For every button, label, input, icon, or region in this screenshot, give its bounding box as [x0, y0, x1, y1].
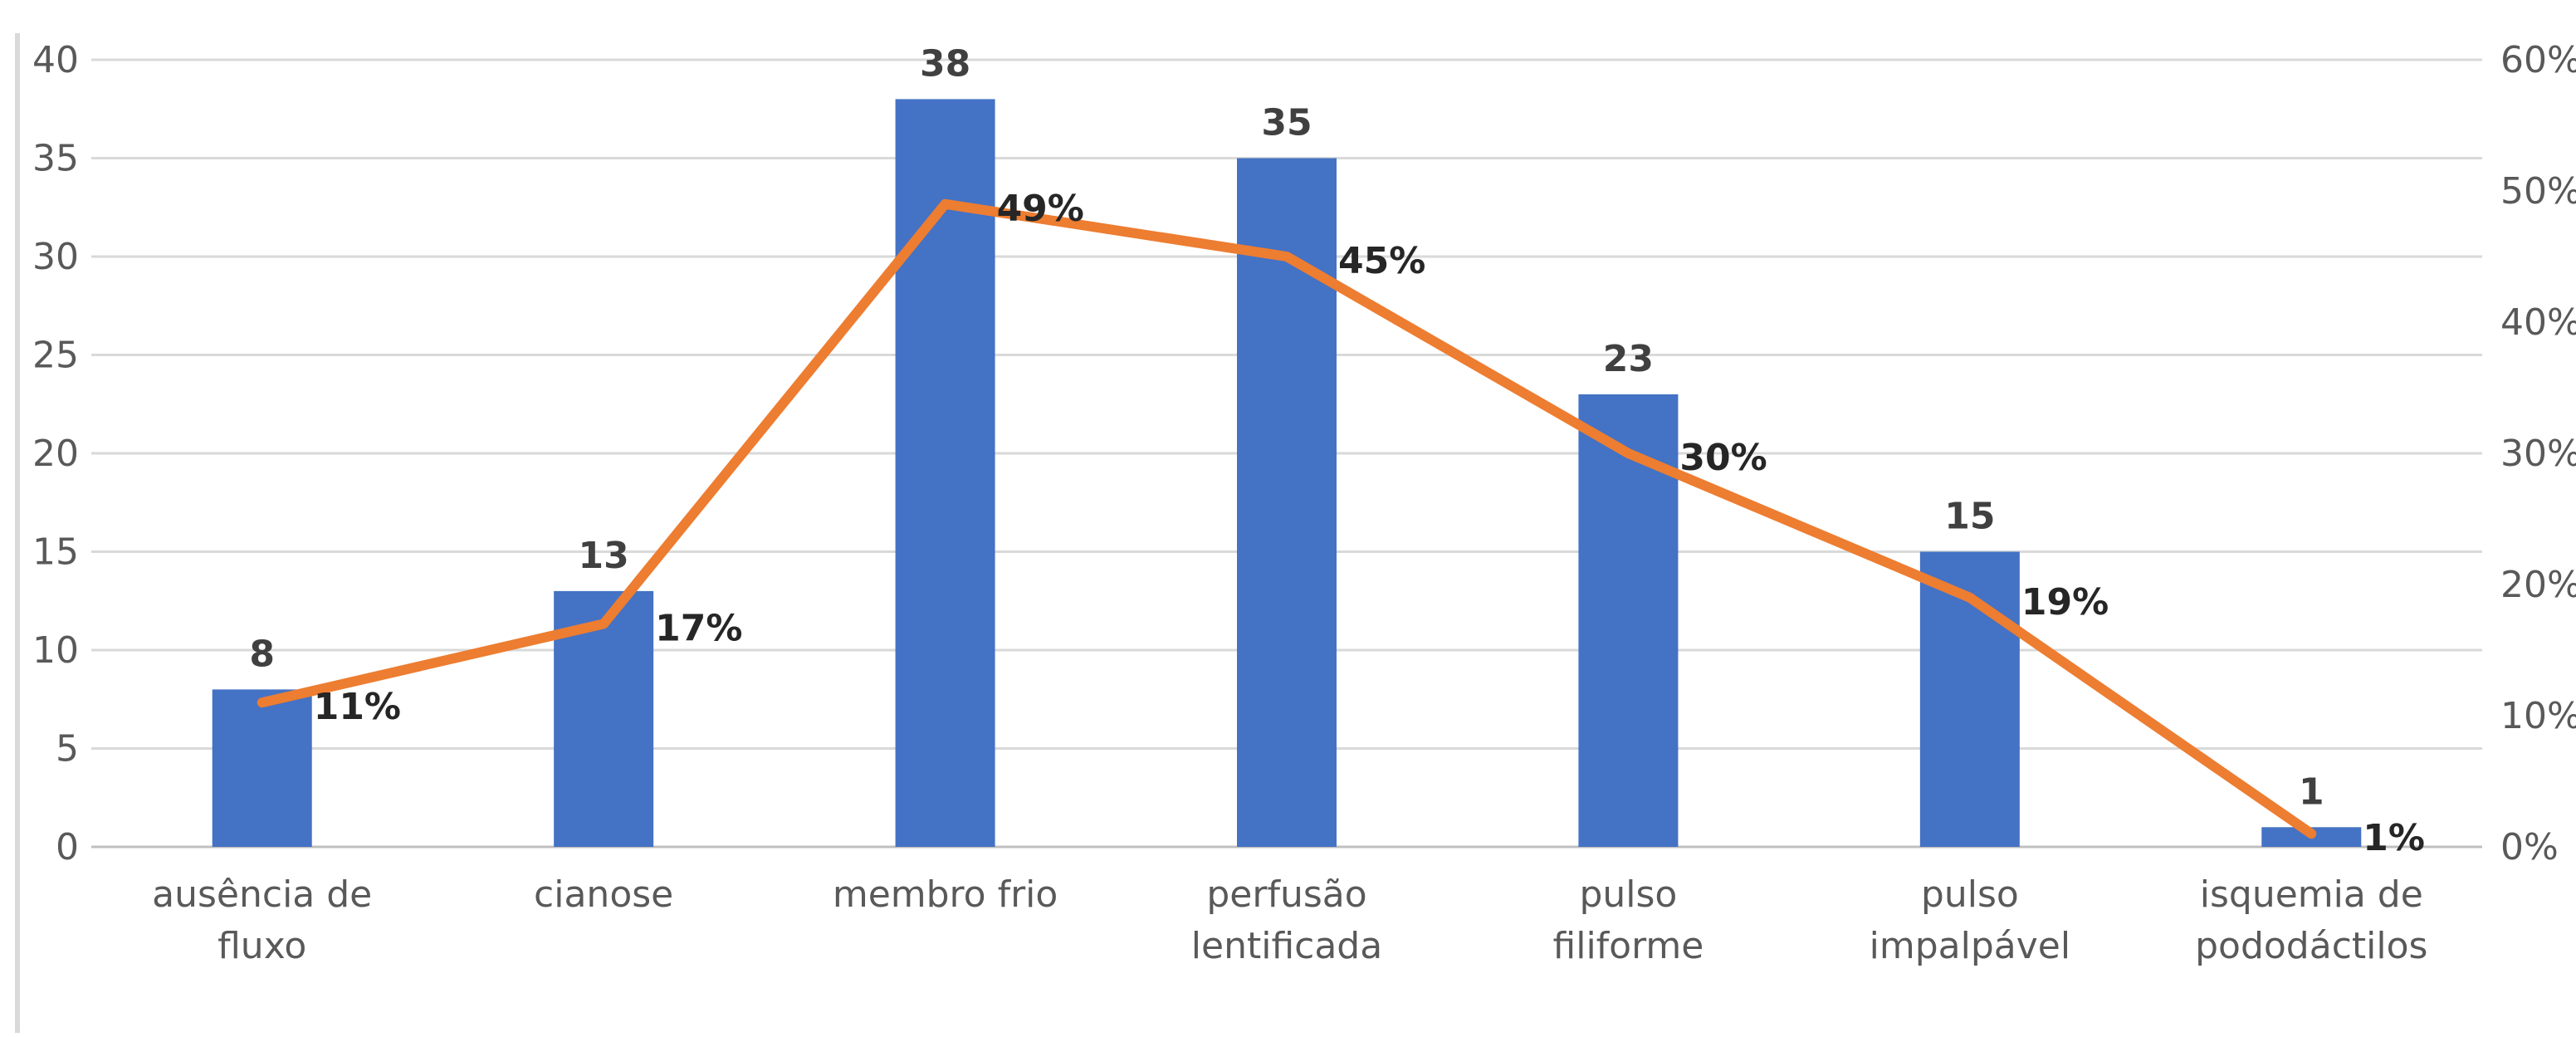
left-axis-tick-label: 15 — [32, 531, 79, 574]
right-axis-ticks: 0% 10% 20% 30% 40% 50% 60% — [2500, 39, 2576, 868]
category-label: filiforme — [1553, 925, 1704, 967]
left-axis-tick-label: 35 — [32, 138, 79, 180]
category-label: perfusão — [1206, 873, 1366, 916]
category-label: pulso — [1921, 873, 2019, 916]
line-value-label: 11% — [314, 686, 401, 728]
left-axis-tick-label: 20 — [32, 433, 79, 475]
chart-border-line — [15, 33, 20, 1033]
line-value-label: 30% — [1679, 437, 1767, 479]
right-axis-tick-label: 40% — [2500, 301, 2576, 344]
line-value-label: 19% — [2021, 581, 2109, 624]
category-label: membro frio — [833, 873, 1058, 916]
left-axis-tick-label: 25 — [32, 335, 79, 377]
left-axis-tick-label: 0 — [56, 826, 79, 868]
bar-value-label: 23 — [1603, 338, 1654, 380]
left-axis-tick-label: 30 — [32, 236, 79, 278]
category-label: fluxo — [218, 925, 306, 967]
right-axis-tick-label: 20% — [2500, 564, 2576, 606]
bar — [1578, 394, 1679, 847]
line-point — [2310, 833, 2313, 835]
bar — [212, 689, 312, 847]
bar-value-label: 15 — [1944, 496, 1995, 538]
line-point — [603, 623, 605, 625]
line-point — [1627, 452, 1630, 454]
bar-series — [212, 99, 2362, 847]
line-value-label: 1% — [2363, 817, 2425, 859]
category-label: ausência de — [152, 873, 372, 916]
right-axis-tick-label: 10% — [2500, 695, 2576, 737]
line-value-label: 17% — [655, 607, 742, 649]
category-label: cianose — [534, 873, 673, 916]
right-axis-tick-label: 60% — [2500, 39, 2576, 81]
bar-value-label: 13 — [579, 535, 629, 577]
line-point — [944, 203, 946, 205]
line-point — [1286, 256, 1288, 257]
category-label: impalpável — [1870, 925, 2070, 967]
bar-value-label: 38 — [920, 42, 970, 85]
left-axis-tick-label: 10 — [32, 629, 79, 672]
right-axis-tick-label: 0% — [2500, 826, 2559, 868]
line-data-labels: 11% 17% 49% 45% 30% 19% 1% — [314, 188, 2425, 859]
line-point — [1968, 596, 1971, 599]
left-axis-tick-label: 40 — [32, 39, 79, 81]
right-axis-tick-label: 50% — [2500, 170, 2576, 213]
line-value-label: 49% — [997, 188, 1084, 230]
line-point — [261, 702, 263, 704]
bar-data-labels: 8 13 38 35 23 15 1 — [249, 42, 2324, 813]
left-axis-ticks: 0 5 10 15 20 25 30 35 40 — [32, 39, 79, 868]
line-value-label: 45% — [1338, 240, 1425, 282]
bar-value-label: 35 — [1261, 102, 1312, 144]
category-label: isquemia de — [2200, 873, 2423, 916]
category-labels: ausência de fluxo cianose membro frio perfus… — [152, 873, 2427, 967]
left-axis-tick-label: 5 — [56, 728, 79, 770]
bar — [895, 99, 995, 847]
category-label: lentificada — [1191, 925, 1382, 967]
category-label: pulso — [1579, 873, 1677, 916]
bar-value-label: 8 — [249, 633, 275, 675]
right-axis-tick-label: 30% — [2500, 433, 2576, 475]
bar-value-label: 1 — [2299, 770, 2324, 813]
line-series — [257, 198, 2317, 839]
category-label: pododáctilos — [2195, 925, 2427, 967]
